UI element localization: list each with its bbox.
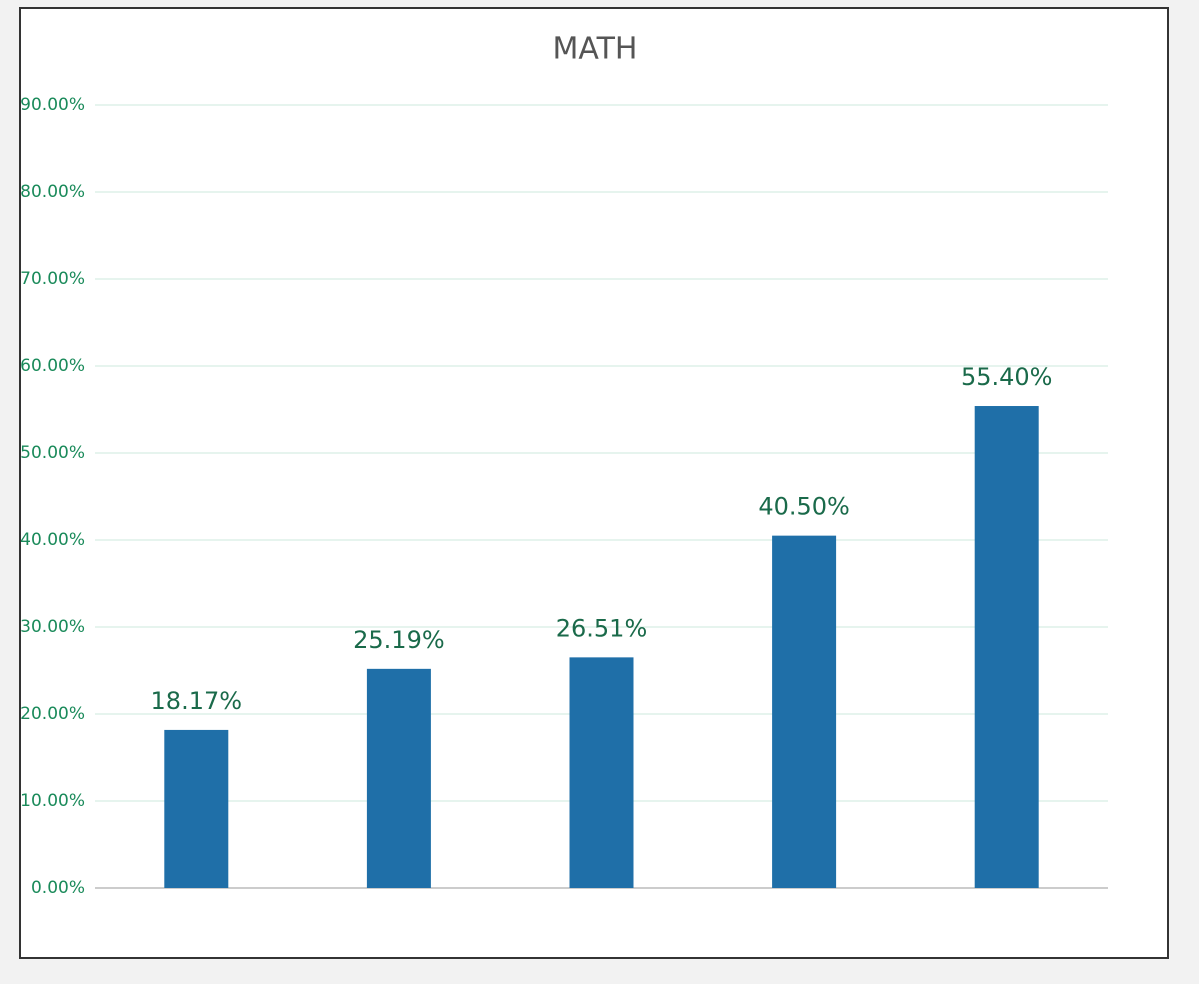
y-tick-label: 10.00%	[20, 791, 85, 811]
chart-title: MATH	[553, 32, 638, 67]
bar	[569, 657, 634, 888]
bar	[772, 535, 837, 888]
y-tick-label: 0.00%	[31, 878, 85, 898]
y-tick-label: 50.00%	[20, 443, 85, 463]
y-tick-label: 20.00%	[20, 704, 85, 724]
y-tick-label: 70.00%	[20, 269, 85, 289]
bar	[366, 668, 431, 888]
data-label: 26.51%	[556, 614, 648, 642]
data-label: 25.19%	[353, 626, 445, 654]
y-tick-label: 60.00%	[20, 356, 85, 376]
data-label: 55.40%	[961, 363, 1053, 391]
bar	[974, 406, 1039, 888]
bar	[164, 729, 229, 888]
y-tick-label: 90.00%	[20, 95, 85, 115]
y-tick-label: 40.00%	[20, 530, 85, 550]
y-tick-label: 80.00%	[20, 182, 85, 202]
y-tick-label: 30.00%	[20, 617, 85, 637]
data-label: 18.17%	[151, 687, 243, 715]
data-label: 40.50%	[758, 493, 850, 521]
